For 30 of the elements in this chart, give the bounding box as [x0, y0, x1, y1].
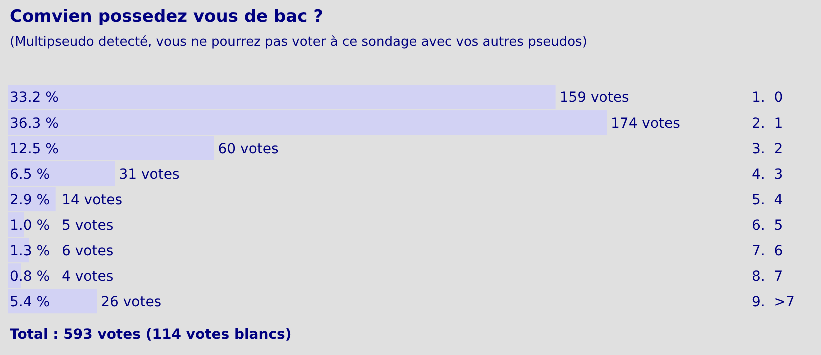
annotation: 31 votes — [119, 166, 180, 183]
y-tick-label: 3. 2 — [752, 141, 784, 158]
chart-subtitle: (Multipseudo detecté, vous ne pourrez pas voter à ce sondage avec vos autres pseudos) — [10, 35, 588, 50]
y-tick-label: 4. 3 — [752, 166, 784, 183]
text: Total : 593 votes (114 votes blancs) — [10, 327, 292, 344]
y-tick-label: 9. >7 — [752, 294, 795, 310]
annotation: 26 votes — [101, 294, 162, 310]
data-label: 5.4 % — [10, 294, 50, 310]
annotation: 4 votes — [62, 268, 114, 285]
annotation: 5 votes — [62, 218, 114, 234]
data-label: 2.9 % — [10, 192, 50, 208]
data-label: 33.2 % — [10, 90, 59, 106]
annotation: 159 votes — [560, 90, 630, 106]
y-tick-label: 6. 5 — [752, 218, 784, 234]
y-tick-label: 5. 4 — [752, 192, 784, 208]
data-label: 0.8 % — [10, 268, 50, 285]
y-tick-label: 2. 1 — [752, 116, 784, 132]
annotation: 60 votes — [218, 141, 279, 158]
data-label: 1.0 % — [10, 218, 50, 234]
annotation: 174 votes — [611, 116, 680, 132]
data-label: 12.5 % — [10, 141, 59, 158]
annotation: 14 votes — [62, 192, 123, 208]
data-label: 36.3 % — [10, 116, 59, 132]
y-tick-label: 1. 0 — [752, 90, 784, 106]
y-tick-label: 8. 7 — [752, 268, 784, 285]
y-tick-label: 7. 6 — [752, 243, 784, 260]
data-label: 6.5 % — [10, 166, 50, 183]
data-label: 1.3 % — [10, 243, 50, 260]
annotation: 6 votes — [62, 243, 114, 260]
chart-title: Comvien possedez vous de bac ? — [10, 7, 324, 27]
